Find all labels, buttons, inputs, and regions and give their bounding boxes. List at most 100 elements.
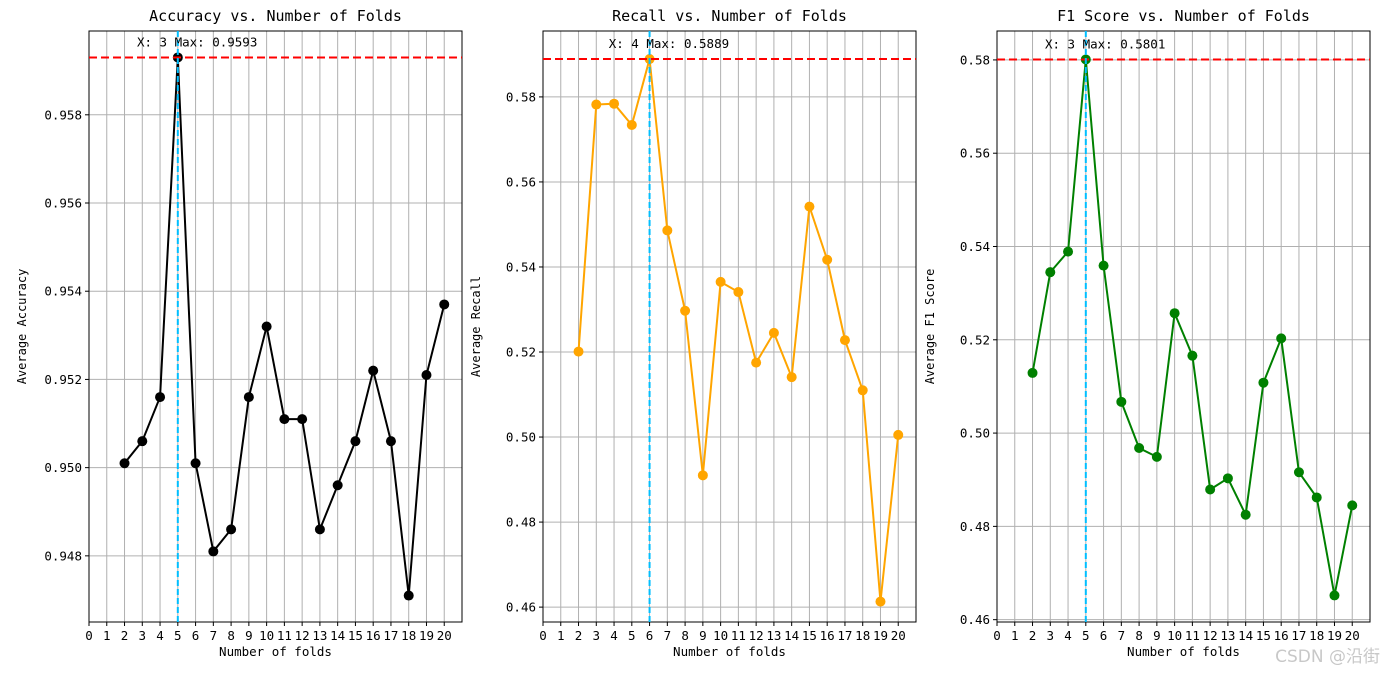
f1-y-tick-label-3: 0.52	[960, 332, 990, 347]
accuracy-x-tick-label-10: 10	[259, 628, 274, 643]
f1-point-19	[1329, 590, 1340, 601]
f1-point-16	[1276, 333, 1287, 344]
accuracy-max-annotation: X: 3 Max: 0.9593	[137, 34, 257, 49]
recall-x-tick-label-5: 5	[628, 628, 636, 643]
accuracy-x-tick-label-4: 4	[156, 628, 164, 643]
recall-point-5	[626, 119, 637, 130]
recall-x-tick-label-13: 13	[766, 628, 781, 643]
recall-plot-frame	[542, 30, 917, 623]
recall-point-14	[786, 372, 797, 383]
accuracy-x-tick-label-7: 7	[210, 628, 218, 643]
f1-x-tick-label-19: 19	[1327, 628, 1342, 643]
accuracy-point-11	[279, 414, 290, 425]
f1-point-8	[1134, 443, 1145, 454]
recall-x-tick-label-4: 4	[610, 628, 618, 643]
accuracy-point-18	[403, 590, 414, 601]
f1-plot-frame	[996, 30, 1371, 623]
f1-x-tick-label-8: 8	[1135, 628, 1143, 643]
recall-x-tick-label-12: 12	[749, 628, 764, 643]
accuracy-point-8	[226, 524, 237, 535]
accuracy-point-2	[119, 458, 130, 469]
accuracy-x-tick-label-14: 14	[330, 628, 345, 643]
f1-point-13	[1222, 473, 1233, 484]
recall-y-tick-label-3: 0.52	[506, 345, 536, 360]
recall-point-17	[839, 335, 850, 346]
accuracy-x-tick-label-8: 8	[227, 628, 235, 643]
recall-y-tick-label-1: 0.48	[506, 515, 536, 530]
recall-point-13	[768, 327, 779, 338]
f1-x-tick-label-0: 0	[993, 628, 1001, 643]
recall-x-tick-label-0: 0	[539, 628, 547, 643]
accuracy-x-tick-label-2: 2	[121, 628, 129, 643]
f1-point-11	[1187, 350, 1198, 361]
recall-x-tick-label-2: 2	[575, 628, 583, 643]
recall-point-18	[857, 385, 868, 396]
accuracy-x-tick-label-15: 15	[348, 628, 363, 643]
accuracy-x-tick-label-9: 9	[245, 628, 253, 643]
recall-point-16	[822, 254, 833, 265]
recall-y-tick-label-6: 0.58	[506, 89, 536, 104]
f1-point-17	[1293, 467, 1304, 478]
recall-point-20	[893, 429, 904, 440]
recall-x-tick-label-8: 8	[681, 628, 689, 643]
recall-x-tick-label-11: 11	[731, 628, 746, 643]
f1-point-3	[1045, 267, 1056, 278]
accuracy-point-12	[297, 414, 308, 425]
accuracy-point-6	[190, 458, 201, 469]
accuracy-point-7	[208, 546, 219, 557]
accuracy-x-tick-label-13: 13	[312, 628, 327, 643]
f1-chart-title: F1 Score vs. Number of Folds	[1057, 7, 1310, 25]
f1-point-20	[1347, 500, 1358, 511]
f1-point-2	[1027, 367, 1038, 378]
f1-point-10	[1169, 308, 1180, 319]
recall-point-9	[697, 470, 708, 481]
f1-x-tick-label-7: 7	[1118, 628, 1126, 643]
recall-y-tick-label-0: 0.46	[506, 600, 536, 615]
recall-max-annotation: X: 4 Max: 0.5889	[609, 36, 729, 51]
recall-y-tick-label-4: 0.54	[506, 259, 536, 274]
accuracy-x-tick-label-17: 17	[383, 628, 398, 643]
recall-y-axis-label: Average Recall	[469, 276, 483, 377]
f1-y-tick-label-4: 0.54	[960, 239, 990, 254]
recall-chart-title: Recall vs. Number of Folds	[612, 7, 847, 25]
f1-point-9	[1151, 451, 1162, 462]
f1-y-axis-label: Average F1 Score	[923, 269, 937, 385]
f1-x-tick-label-16: 16	[1274, 628, 1289, 643]
accuracy-point-19	[421, 370, 432, 381]
recall-point-2	[573, 346, 584, 357]
f1-x-tick-label-6: 6	[1100, 628, 1108, 643]
accuracy-y-tick-label-4: 0.956	[44, 196, 82, 211]
accuracy-x-tick-label-12: 12	[295, 628, 310, 643]
recall-y-tick-label-5: 0.56	[506, 174, 536, 189]
f1-x-tick-label-13: 13	[1220, 628, 1235, 643]
accuracy-x-tick-label-19: 19	[419, 628, 434, 643]
f1-x-tick-label-4: 4	[1064, 628, 1072, 643]
f1-x-tick-label-18: 18	[1309, 628, 1324, 643]
accuracy-y-tick-label-2: 0.952	[44, 372, 82, 387]
f1-x-tick-label-2: 2	[1029, 628, 1037, 643]
accuracy-x-tick-label-18: 18	[401, 628, 416, 643]
accuracy-point-14	[332, 480, 343, 491]
recall-point-7	[662, 225, 673, 236]
accuracy-x-tick-label-0: 0	[85, 628, 93, 643]
recall-x-tick-label-19: 19	[873, 628, 888, 643]
recall-x-tick-label-10: 10	[713, 628, 728, 643]
accuracy-y-axis-label: Average Accuracy	[15, 269, 29, 385]
watermark: CSDN @沿街	[1275, 647, 1380, 667]
f1-x-tick-label-14: 14	[1238, 628, 1253, 643]
chart-accuracy: 0 1 2 3 4 5 6 7 8 9 10 11 12 13 14 15 16 17 18 19 200.9480.9…	[15, 7, 463, 659]
recall-x-tick-label-14: 14	[784, 628, 799, 643]
accuracy-y-tick-label-0: 0.948	[44, 548, 82, 563]
recall-x-tick-label-18: 18	[855, 628, 870, 643]
f1-point-12	[1205, 484, 1216, 495]
f1-y-tick-label-0: 0.46	[960, 612, 990, 627]
recall-x-axis-label: Number of folds	[673, 644, 786, 659]
recall-x-tick-label-9: 9	[699, 628, 707, 643]
f1-x-tick-label-9: 9	[1153, 628, 1161, 643]
accuracy-point-15	[350, 436, 361, 447]
recall-x-tick-label-6: 6	[646, 628, 654, 643]
recall-point-19	[875, 596, 886, 607]
f1-x-tick-label-3: 3	[1047, 628, 1055, 643]
accuracy-point-16	[368, 365, 379, 376]
